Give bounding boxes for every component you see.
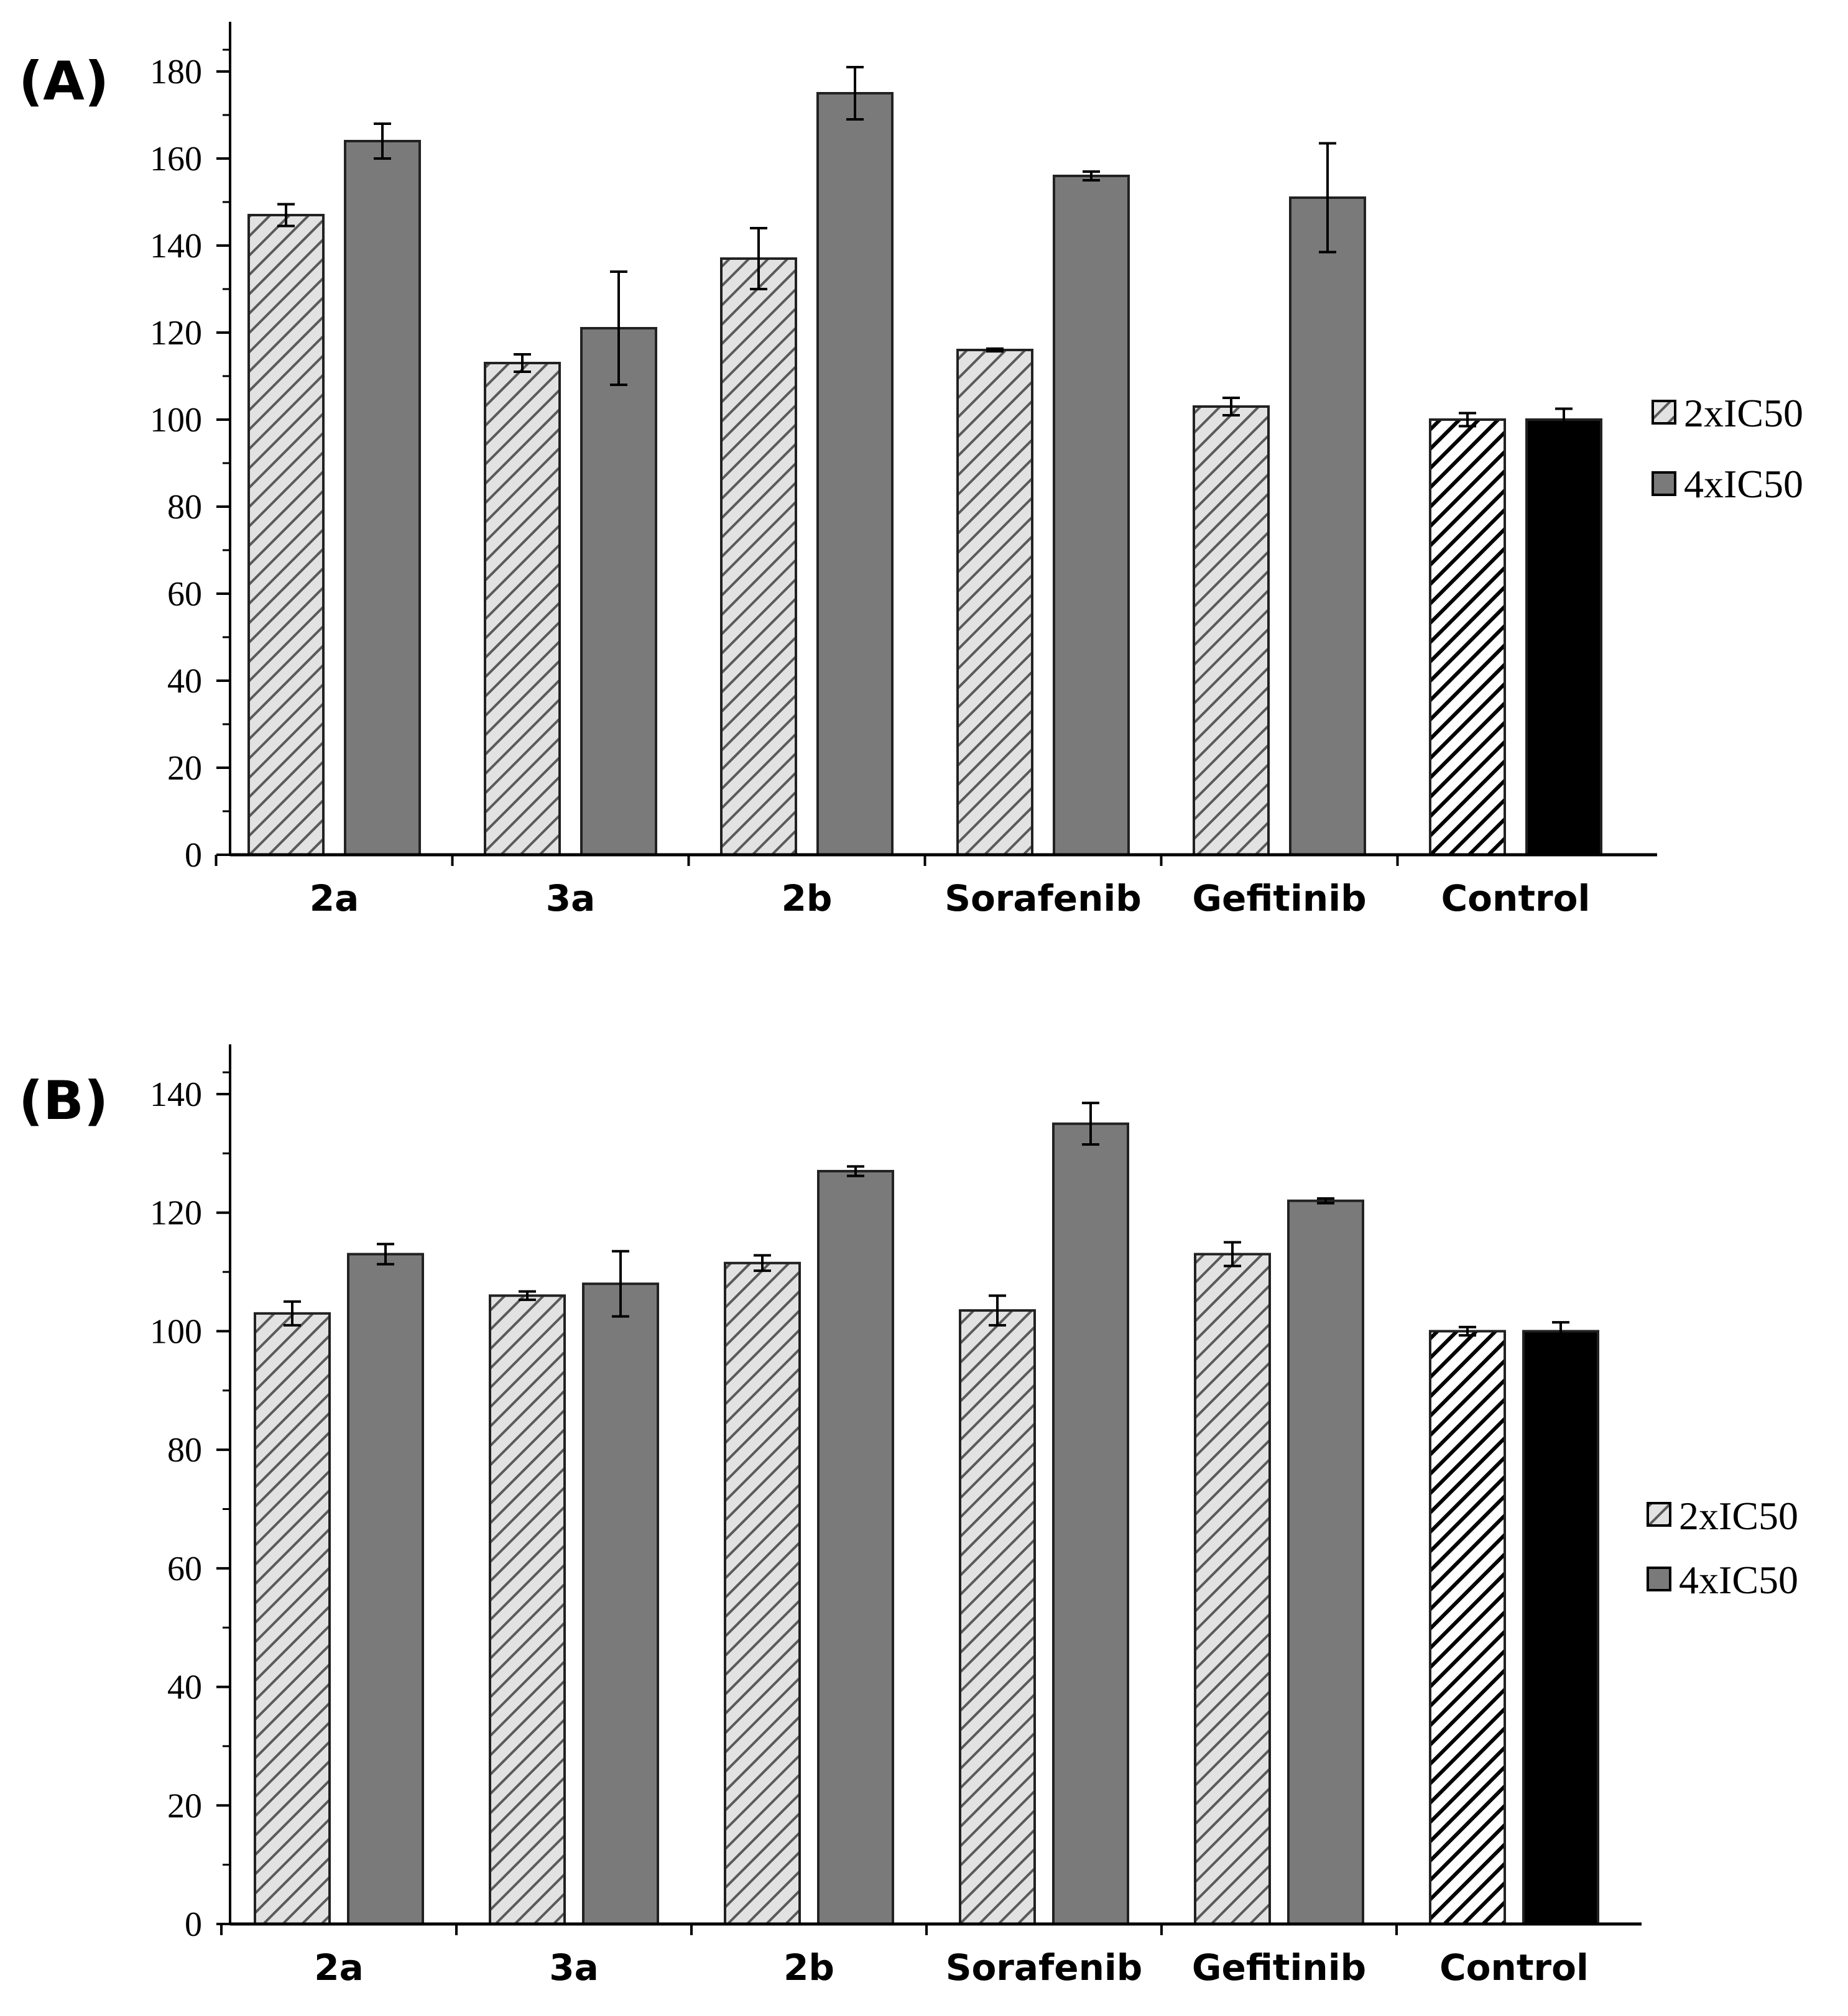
x-category-label: Sorafenib	[946, 1946, 1143, 1989]
y-tick-label: 120	[150, 1194, 202, 1233]
bar-gefitinib-2xic50	[1194, 1253, 1271, 1925]
legend-label-2xic50: 2xIC50	[1684, 391, 1803, 435]
bar-2a-2xic50	[247, 214, 325, 856]
y-tick-label: 100	[150, 1312, 202, 1351]
y-tick-label: 0	[185, 836, 202, 875]
legend-swatch-4xic50	[1652, 471, 1676, 496]
legend-swatch-2xic50	[1652, 400, 1676, 425]
x-category-label: Gefitinib	[1192, 1946, 1366, 1989]
x-category-label: Control	[1441, 877, 1591, 919]
bar-control-2xic50	[1429, 418, 1506, 856]
y-tick-label: 60	[167, 1550, 202, 1588]
x-axis-b: 2a 3a 2b Sorafenib Gefitinib Control	[220, 1922, 1642, 1989]
bar-gefitinib-4xic50	[1287, 1199, 1364, 1925]
x-category-label: 2a	[314, 1946, 364, 1989]
bar-2b-2xic50	[720, 257, 797, 856]
y-axis-a: 0 20 40 60 80 100 120 140 160 180	[150, 22, 231, 875]
bar-2a-2xic50	[254, 1312, 331, 1926]
bar-2b-4xic50	[817, 1169, 894, 1925]
x-category-label: 2b	[782, 877, 833, 919]
legend-swatch-2xic50	[1647, 1502, 1671, 1527]
x-category-label: 3a	[549, 1946, 599, 1989]
y-tick-label: 60	[167, 575, 202, 614]
panel-label-a: (A)	[19, 50, 109, 113]
bar-gefitinib-4xic50	[1289, 196, 1366, 856]
bar-sorafenib-2xic50	[956, 349, 1033, 856]
bar-2a-4xic50	[344, 140, 421, 856]
bar-3a-2xic50	[489, 1294, 566, 1926]
bar-control-4xic50	[1522, 1330, 1599, 1925]
y-tick-label: 180	[150, 53, 202, 91]
panel-label-b: (B)	[19, 1070, 108, 1132]
bar-2a-4xic50	[347, 1253, 424, 1925]
legend-swatch-4xic50	[1647, 1567, 1671, 1591]
y-tick-label: 40	[167, 1668, 202, 1707]
y-tick-label: 140	[150, 1075, 202, 1114]
y-axis-b: 0 20 40 60 80 100 120 140	[150, 1044, 231, 1944]
bar-gefitinib-2xic50	[1193, 405, 1270, 856]
legend-label-4xic50: 4xIC50	[1679, 1558, 1798, 1602]
bar-control-2xic50	[1429, 1330, 1506, 1925]
x-category-label: Sorafenib	[945, 877, 1142, 919]
bar-sorafenib-2xic50	[959, 1309, 1036, 1925]
y-tick-label: 80	[167, 1431, 202, 1470]
y-tick-label: 40	[167, 662, 202, 701]
y-tick-label: 140	[150, 227, 202, 265]
bar-2b-4xic50	[816, 92, 894, 856]
y-tick-label: 20	[167, 1787, 202, 1825]
bar-3a-2xic50	[484, 362, 561, 856]
x-category-label: Control	[1439, 1946, 1589, 1989]
bar-control-4xic50	[1525, 418, 1602, 856]
chart-panel-b: (B) 0 20 40 60 80 100 120 140 2a 3a 2b Sorafenib Ge…	[19, 1044, 1798, 1989]
legend-a: 2xIC50 4xIC50	[1652, 391, 1803, 506]
bar-2b-2xic50	[724, 1261, 801, 1925]
legend-label-2xic50: 2xIC50	[1679, 1494, 1798, 1538]
x-axis-a: 2a 3a 2b Sorafenib Gefitinib Control	[215, 853, 1657, 919]
bars-b	[254, 1102, 1599, 1926]
x-category-label: 2b	[783, 1946, 834, 1989]
x-category-label: 2a	[310, 877, 359, 919]
y-tick-label: 20	[167, 749, 202, 788]
bar-sorafenib-4xic50	[1052, 1122, 1129, 1925]
legend-b: 2xIC50 4xIC50	[1647, 1494, 1798, 1602]
chart-panel-a: (A) 0 20 40 60 80 100 120 140 160 180 2a 3a 2b Soraf…	[19, 22, 1803, 919]
bar-3a-4xic50	[580, 327, 657, 856]
y-tick-label: 0	[185, 1905, 202, 1944]
x-category-label: Gefitinib	[1192, 877, 1366, 919]
y-tick-label: 120	[150, 314, 202, 352]
bar-sorafenib-4xic50	[1053, 175, 1130, 856]
bars-a	[247, 66, 1602, 856]
y-tick-label: 160	[150, 140, 202, 178]
y-tick-label: 100	[150, 401, 202, 440]
bar-3a-4xic50	[582, 1282, 659, 1925]
x-category-label: 3a	[546, 877, 596, 919]
legend-label-4xic50: 4xIC50	[1684, 462, 1803, 506]
y-tick-label: 80	[167, 488, 202, 527]
